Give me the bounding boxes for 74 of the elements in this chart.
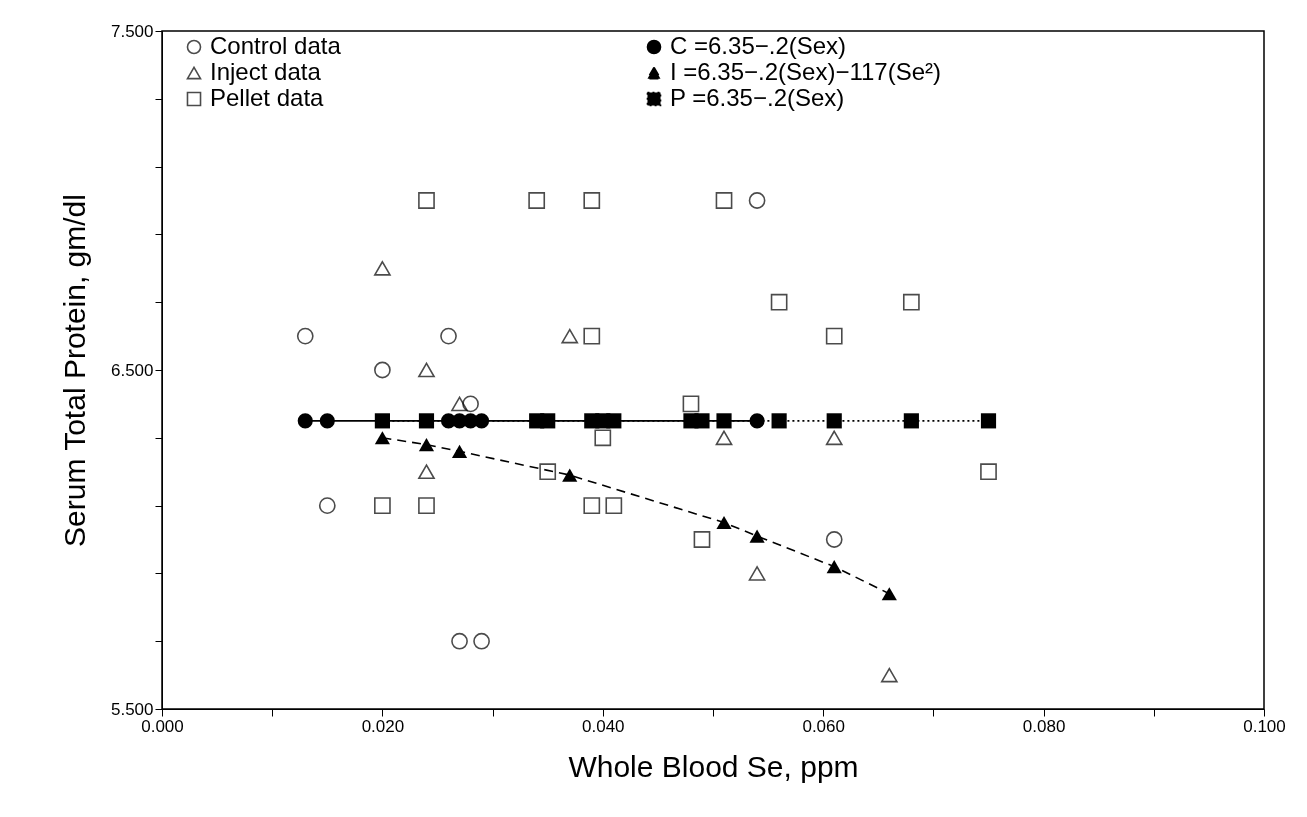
point [583, 192, 601, 209]
point [826, 413, 842, 429]
point [561, 328, 579, 344]
point [980, 413, 997, 429]
legend-label: P =6.35−.2(Sex) [670, 84, 845, 111]
point [715, 192, 733, 209]
point [451, 632, 468, 650]
point [318, 497, 336, 514]
point [583, 327, 601, 345]
point [770, 293, 788, 311]
point [825, 531, 843, 548]
y-tick-label: 7.500 [110, 21, 154, 41]
point [903, 413, 919, 429]
point [749, 413, 765, 429]
point [716, 515, 732, 530]
point [825, 327, 843, 345]
point [771, 413, 787, 429]
point [562, 468, 578, 482]
point [880, 667, 898, 683]
point [418, 413, 435, 429]
point [418, 438, 435, 452]
point [451, 444, 468, 458]
point [539, 463, 557, 481]
point [418, 192, 435, 209]
point [451, 396, 468, 412]
point [374, 431, 390, 445]
point [583, 497, 601, 514]
point [606, 413, 622, 429]
point [748, 566, 766, 581]
point [902, 293, 920, 311]
legend-label: Pellet data [210, 84, 325, 111]
point [594, 429, 612, 447]
point [473, 632, 490, 650]
legend-label: C =6.35−.2(Sex) [670, 32, 847, 59]
legend-label: Control data [210, 32, 342, 59]
point [749, 529, 765, 543]
legend-label: I =6.35−.2(Sex)−117(Se²) [670, 58, 942, 85]
point [418, 464, 435, 480]
y-tick-label: 5.500 [110, 699, 154, 719]
point [297, 413, 313, 429]
point [682, 395, 700, 413]
x-tick-label: 0.080 [1022, 716, 1066, 736]
y-axis-title: Serum Total Protein, gm/dl [57, 194, 91, 547]
point [440, 327, 457, 345]
x-tick-label: 0.060 [802, 716, 845, 736]
y-tick-label: 6.500 [110, 360, 154, 380]
point [825, 430, 843, 446]
point [694, 413, 710, 429]
point [418, 362, 435, 378]
point [374, 413, 390, 429]
point [716, 413, 732, 429]
point [418, 497, 435, 514]
point [374, 497, 391, 514]
point [980, 463, 997, 481]
x-tick-label: 0.040 [582, 716, 625, 736]
point [748, 192, 766, 209]
point [715, 430, 733, 446]
point [374, 260, 391, 276]
point [296, 327, 314, 345]
point [319, 413, 335, 429]
point [528, 192, 546, 209]
point [474, 413, 490, 429]
point [462, 395, 479, 413]
point [693, 531, 711, 548]
point [605, 497, 623, 514]
point [881, 587, 897, 601]
x-tick-label: 0.100 [1243, 716, 1286, 736]
x-tick-label: 0.020 [361, 716, 405, 736]
x-tick-label: 0.000 [141, 716, 184, 736]
x-axis-title: Whole Blood Se, ppm [568, 749, 859, 783]
point [374, 361, 391, 379]
point [540, 413, 556, 429]
legend-label: Inject data [210, 58, 322, 85]
point [826, 560, 842, 574]
